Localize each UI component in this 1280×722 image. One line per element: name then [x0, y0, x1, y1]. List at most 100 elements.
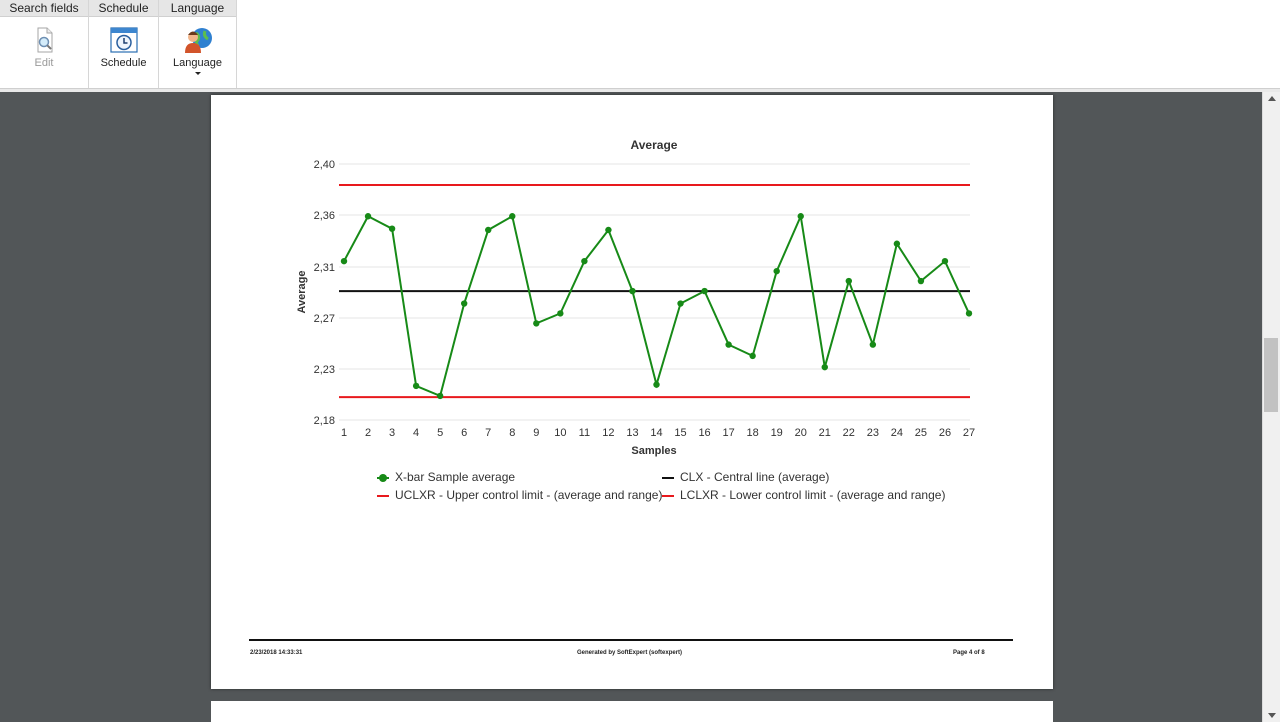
x-tick-label: 8 — [509, 427, 515, 439]
x-tick-label: 3 — [389, 427, 395, 439]
x-tick-label: 9 — [533, 427, 539, 439]
xbar-data-point — [773, 267, 780, 275]
xbar-data-point — [629, 287, 636, 295]
legend-swatch-uclxr — [377, 495, 389, 497]
y-tick-label: 2,36 — [314, 210, 335, 222]
language-dropdown-button[interactable]: Language — [159, 20, 236, 86]
scrollbar-thumb[interactable] — [1264, 338, 1278, 412]
edit-search-icon — [37, 27, 53, 53]
x-tick-label: 7 — [485, 427, 491, 439]
y-tick-label: 2,18 — [314, 415, 335, 427]
xbar-data-point — [436, 392, 444, 400]
schedule-button[interactable]: Schedule — [89, 20, 158, 86]
clock-window-icon — [109, 27, 138, 53]
ribbon-group-language: Language Language — [159, 0, 237, 88]
x-tick-label: 13 — [626, 427, 638, 439]
x-tick-label: 4 — [413, 427, 419, 439]
vertical-scrollbar[interactable] — [1262, 92, 1280, 722]
xbar-data-point — [677, 300, 684, 307]
x-tick-label: 18 — [747, 427, 759, 439]
x-tick-label: 6 — [461, 427, 467, 439]
xbar-data-point — [340, 257, 348, 265]
xbar-data-point — [605, 226, 612, 234]
legend-label-lclxr: LCLXR - Lower control limit - (average a… — [680, 488, 946, 502]
chevron-down-icon — [194, 72, 201, 75]
xbar-data-point — [869, 341, 877, 348]
ribbon-toolbar: Search fields Edit Schedule — [0, 0, 1280, 89]
y-axis-label: Average — [296, 270, 308, 313]
xbar-data-point — [460, 300, 468, 307]
x-tick-label: 15 — [674, 427, 686, 439]
xbar-data-point — [533, 320, 540, 327]
x-axis-label: Samples — [631, 445, 676, 457]
x-tick-label: 10 — [554, 427, 566, 439]
xbar-data-point — [509, 213, 516, 220]
language-button-label: Language — [173, 57, 222, 69]
xbar-data-point — [749, 352, 756, 360]
x-tick-label: 27 — [963, 427, 975, 439]
legend-swatch-clx — [662, 477, 674, 479]
xbar-data-point — [388, 225, 396, 232]
footer-divider — [249, 639, 1013, 641]
xbar-data-point — [364, 213, 372, 220]
xbar-data-point — [725, 341, 732, 348]
x-tick-label: 21 — [819, 427, 831, 439]
x-tick-label: 14 — [650, 427, 662, 439]
x-tick-label: 20 — [795, 427, 807, 439]
y-tick-label: 2,23 — [314, 364, 335, 376]
xbar-data-point — [845, 277, 853, 285]
xbar-data-point — [557, 310, 564, 317]
group-header-search-fields: Search fields — [0, 0, 88, 17]
edit-button[interactable]: Edit — [0, 20, 88, 86]
legend-label-clx: CLX - Central line (average) — [680, 470, 830, 484]
next-report-page — [211, 701, 1053, 722]
x-tick-label: 1 — [341, 427, 347, 439]
x-tick-label: 17 — [722, 427, 734, 439]
x-tick-label: 19 — [771, 427, 783, 439]
ribbon-group-schedule: Schedule Schedule — [89, 0, 159, 88]
group-header-schedule: Schedule — [89, 0, 158, 17]
y-tick-label: 2,31 — [314, 262, 335, 274]
xbar-data-point — [485, 226, 492, 234]
x-tick-label: 26 — [939, 427, 951, 439]
ribbon-group-search-fields: Search fields Edit — [0, 0, 89, 88]
legend-label-xbar: X-bar Sample average — [395, 470, 516, 484]
report-page: Average Samples Average 2,40 2,36 2,31 2,27 2,2… — [211, 95, 1053, 689]
scroll-up-arrow-icon[interactable] — [1268, 96, 1276, 101]
x-tick-label: 12 — [602, 427, 614, 439]
legend-swatch-xbar-marker — [379, 474, 387, 482]
x-tick-label: 22 — [843, 427, 855, 439]
user-globe-icon — [184, 28, 212, 53]
xbar-data-point — [797, 213, 804, 220]
x-tick-label: 11 — [579, 427, 590, 439]
footer-timestamp: 2/23/2018 14:33:31 — [250, 650, 303, 656]
average-chart: Average Samples Average 2,40 2,36 2,31 2,27 2,2… — [296, 138, 975, 457]
y-tick-label: 2,27 — [314, 313, 335, 325]
xbar-data-point — [917, 277, 925, 285]
footer-page-number: Page 4 of 8 — [953, 650, 985, 656]
x-tick-label: 16 — [698, 427, 710, 439]
xbar-data-point — [581, 257, 588, 265]
xbar-data-point — [893, 240, 901, 247]
xbar-data-point — [965, 310, 973, 317]
footer-generated-by: Generated by SoftExpert (softexpert) — [577, 650, 683, 656]
y-tick-label: 2,40 — [314, 159, 335, 171]
chart-title: Average — [631, 138, 678, 152]
scroll-down-arrow-icon[interactable] — [1268, 713, 1276, 718]
legend-swatch-lclxr — [662, 495, 674, 497]
edit-button-label: Edit — [34, 57, 54, 69]
xbar-data-point — [821, 363, 828, 371]
x-tick-label: 2 — [365, 427, 371, 439]
xbar-data-point — [701, 287, 708, 295]
document-viewer[interactable]: Average Samples Average 2,40 2,36 2,31 2,27 2,2… — [0, 92, 1262, 722]
xbar-data-point — [412, 382, 420, 390]
xbar-data-point — [941, 257, 949, 265]
group-header-language: Language — [159, 0, 236, 17]
x-tick-label: 25 — [915, 427, 927, 439]
legend-label-uclxr: UCLXR - Upper control limit - (average a… — [395, 488, 663, 502]
x-tick-label: 23 — [867, 427, 879, 439]
schedule-button-label: Schedule — [100, 57, 147, 69]
toolbar-separator — [0, 89, 1280, 92]
x-tick-label: 24 — [891, 427, 903, 439]
